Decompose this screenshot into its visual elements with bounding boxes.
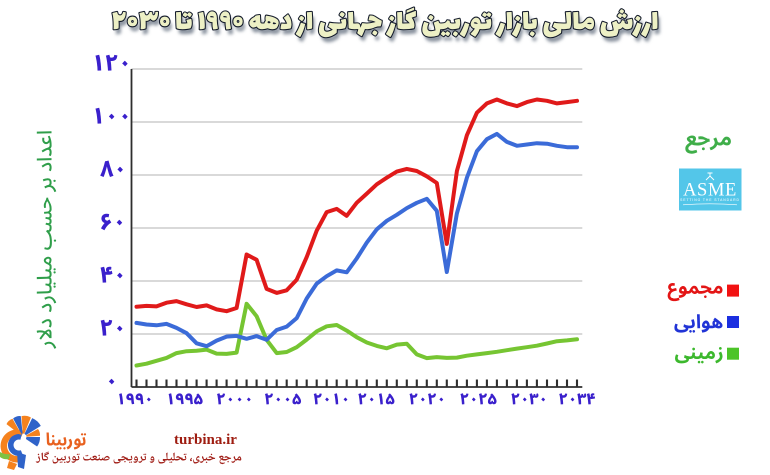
svg-text:ASME: ASME: [683, 181, 737, 201]
svg-text:SETTING THE STANDARD: SETTING THE STANDARD: [680, 198, 740, 202]
svg-text:turbina.ir: turbina.ir: [174, 432, 237, 448]
